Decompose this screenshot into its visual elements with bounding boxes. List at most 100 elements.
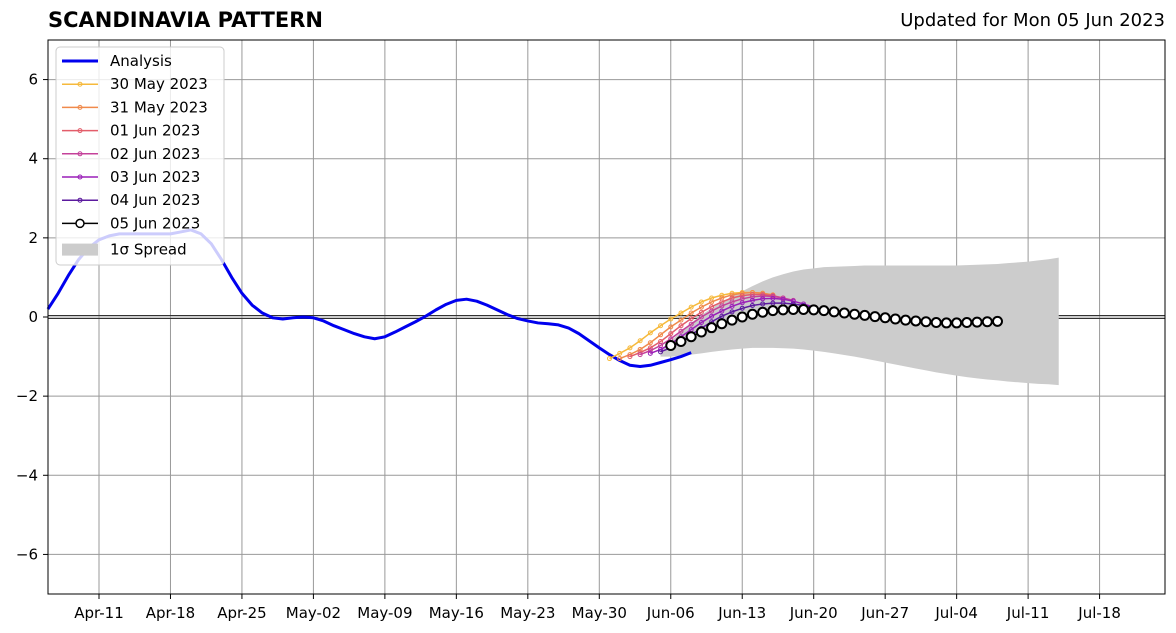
y-tick-label: 2	[28, 229, 38, 247]
forecast-point	[678, 317, 684, 323]
current-forecast-point	[706, 322, 718, 334]
forecast-point	[668, 331, 674, 337]
x-tick-label: Apr-11	[74, 604, 124, 622]
y-tick-label: −2	[16, 387, 38, 405]
legend-marker	[77, 81, 83, 87]
forecast-point	[627, 352, 633, 358]
forecast-point	[709, 308, 715, 314]
forecast-point	[698, 320, 704, 326]
forecast-point	[739, 305, 745, 311]
x-tick-label: Jun-13	[717, 604, 766, 622]
x-tick-label: Jun-06	[646, 604, 695, 622]
current-forecast-point	[849, 308, 861, 320]
forecast-point	[688, 321, 694, 327]
forecast-point	[688, 310, 694, 316]
forecast-point	[647, 340, 653, 346]
current-forecast-point	[767, 305, 779, 317]
forecast-point	[678, 323, 684, 329]
grid	[48, 40, 1165, 594]
current-forecast-point	[910, 315, 922, 327]
forecast-point	[790, 298, 796, 304]
x-tick-label: May-16	[429, 604, 484, 622]
forecast-point	[617, 356, 623, 362]
spread-area	[660, 257, 1059, 386]
x-tick-label: May-30	[572, 604, 627, 622]
forecast-point	[637, 346, 643, 352]
forecast-point	[637, 350, 643, 356]
chart-title: SCANDINAVIA PATTERN	[48, 8, 323, 32]
forecast-point	[760, 301, 766, 307]
x-tick-label: Jul-18	[1077, 604, 1121, 622]
legend-label: 1σ Spread	[110, 241, 187, 259]
current-forecast-point	[889, 313, 901, 325]
current-forecast-point	[991, 315, 1003, 327]
legend-marker	[77, 197, 83, 203]
legend-label: Analysis	[110, 52, 172, 70]
current-forecast-point	[930, 317, 942, 329]
current-forecast-point	[920, 316, 932, 328]
legend-label: 31 May 2023	[110, 98, 208, 116]
forecast-point	[647, 330, 653, 336]
forecast-point	[637, 338, 643, 344]
legend-label: 30 May 2023	[110, 75, 208, 93]
forecast-point	[698, 299, 704, 305]
current-forecast-point	[675, 336, 687, 348]
legend-marker	[77, 104, 83, 110]
forecast-line	[629, 293, 784, 358]
current-forecast-point	[685, 331, 697, 343]
forecast-point	[749, 297, 755, 303]
forecast-point	[658, 323, 664, 329]
forecast-point	[749, 303, 755, 309]
spread-band	[660, 257, 1059, 386]
forecast-point	[678, 310, 684, 316]
legend: Analysis 30 May 2023 31 May 2023 01 Jun 202…	[55, 46, 225, 266]
forecast-point	[658, 349, 664, 355]
legend-label: 03 Jun 2023	[110, 168, 200, 186]
forecast-point	[658, 332, 664, 338]
forecast-point	[678, 328, 684, 334]
current-forecast-point	[971, 316, 983, 328]
legend-marker	[75, 218, 85, 229]
legend-swatch	[62, 243, 98, 256]
forecast-point	[739, 293, 745, 299]
x-tick-label: Jul-11	[1006, 604, 1050, 622]
forecast-point	[627, 354, 633, 360]
current-forecast-point	[951, 317, 963, 329]
forecast-point	[729, 303, 735, 309]
legend-label: 02 Jun 2023	[110, 145, 200, 163]
current-forecast-point	[777, 304, 789, 316]
forecast-point	[719, 308, 725, 314]
forecast-point	[607, 356, 612, 362]
forecast-point	[770, 295, 776, 301]
axes: Apr-11 Apr-18 Apr-25 May-02 May-09 May-16 May-…	[16, 39, 1166, 622]
current-forecast-point	[900, 314, 912, 326]
x-tick-label: Jun-27	[860, 604, 909, 622]
y-tick-label: 6	[28, 71, 38, 89]
forecast-point	[739, 300, 745, 306]
forecast-point	[760, 296, 766, 302]
current-forecast-point	[695, 326, 707, 338]
current-forecast-point	[736, 311, 748, 323]
legend-label: 05 Jun 2023	[110, 214, 200, 232]
y-tick-label: −4	[16, 466, 38, 484]
x-tick-label: Jul-04	[934, 604, 978, 622]
chart-subtitle: Updated for Mon 05 Jun 2023	[900, 10, 1165, 31]
legend-marker	[77, 151, 83, 157]
current-forecast-point	[940, 317, 952, 329]
forecast-point	[668, 316, 674, 322]
current-forecast-point	[869, 311, 881, 323]
current-forecast-point	[746, 308, 758, 320]
forecast-point	[637, 352, 643, 358]
forecast-point	[770, 300, 776, 306]
current-forecast-point	[879, 312, 891, 324]
forecast-line	[639, 295, 794, 356]
x-tick-label: May-09	[357, 604, 412, 622]
legend-marker	[77, 128, 83, 134]
current-forecast-point	[961, 317, 973, 329]
forecast-point	[688, 316, 694, 322]
current-forecast-point	[818, 305, 830, 317]
legend-label: 01 Jun 2023	[110, 122, 200, 140]
forecast-point	[729, 309, 735, 315]
current-forecast-point	[716, 318, 728, 330]
legend-box	[55, 46, 225, 266]
